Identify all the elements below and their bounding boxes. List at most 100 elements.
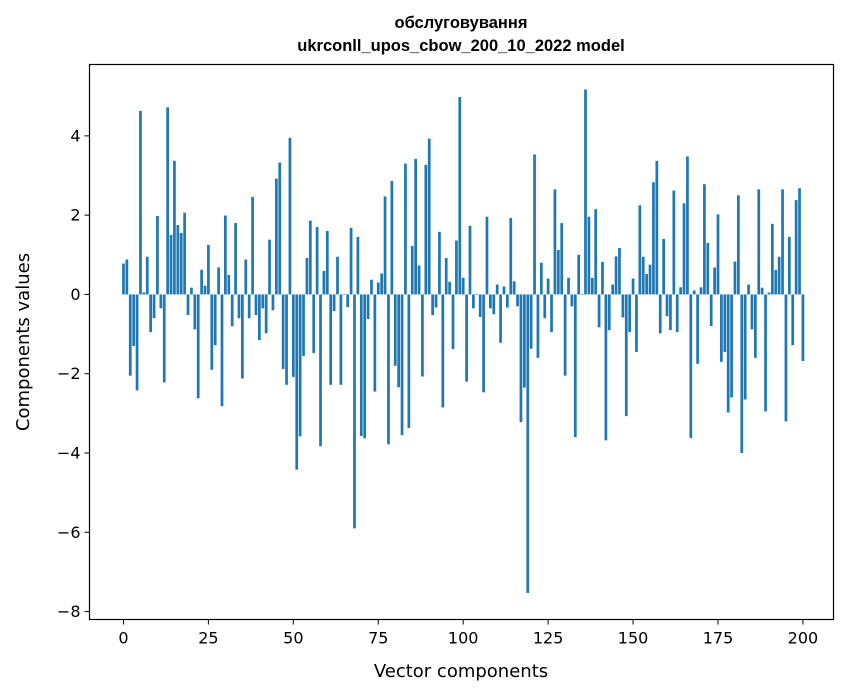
bar — [621, 294, 625, 318]
bar — [349, 227, 353, 295]
bar — [798, 188, 801, 295]
bar — [193, 294, 197, 330]
bar — [716, 214, 720, 295]
x-tick-label: 150 — [618, 629, 649, 648]
bar — [291, 294, 295, 377]
bar — [261, 294, 265, 309]
bar — [387, 294, 390, 445]
bar — [652, 182, 655, 295]
bar — [315, 227, 319, 295]
bar — [356, 236, 360, 295]
bar — [720, 294, 723, 362]
bar — [509, 217, 513, 295]
bar — [346, 294, 350, 308]
bar — [754, 294, 757, 358]
bar — [781, 189, 784, 295]
bar — [278, 162, 282, 295]
bar — [743, 294, 747, 400]
bar — [156, 215, 159, 295]
bar — [210, 294, 214, 370]
bar — [397, 294, 401, 388]
bar — [451, 294, 455, 350]
bar — [560, 223, 564, 295]
bar — [366, 294, 370, 320]
bar — [519, 294, 523, 423]
bar — [526, 294, 530, 593]
bar — [434, 294, 438, 308]
bar — [713, 267, 716, 295]
bar — [485, 216, 489, 295]
bar — [747, 284, 750, 295]
bar — [441, 294, 445, 408]
bar — [492, 294, 496, 315]
bar — [271, 294, 275, 311]
bar — [424, 164, 428, 295]
x-tick-label: 0 — [118, 629, 128, 648]
bar — [536, 294, 540, 358]
bar — [421, 294, 424, 377]
bar — [363, 294, 367, 439]
bar — [655, 160, 659, 295]
bar — [166, 107, 169, 295]
bar — [244, 259, 248, 295]
bar — [353, 294, 356, 529]
bar — [516, 294, 519, 307]
bar — [217, 267, 220, 295]
bar — [611, 284, 615, 295]
bar — [190, 287, 193, 295]
bar — [597, 294, 601, 328]
y-axis-label: Components values — [13, 253, 34, 431]
bar — [726, 294, 730, 413]
bar — [648, 264, 652, 295]
bar — [339, 294, 343, 385]
bar — [359, 294, 363, 436]
bar — [380, 273, 384, 295]
bar — [376, 282, 380, 295]
bar — [132, 294, 136, 346]
bar — [196, 294, 200, 399]
bar — [692, 290, 696, 295]
bar — [325, 231, 329, 295]
bar — [312, 294, 316, 354]
bar — [546, 278, 550, 295]
bar — [295, 294, 299, 470]
bar — [730, 294, 733, 398]
bar — [461, 277, 465, 295]
y-tick-label: −6 — [57, 523, 81, 542]
bar — [274, 178, 278, 295]
bar — [468, 225, 472, 295]
bar — [444, 257, 448, 295]
bar — [641, 256, 645, 295]
bar — [495, 284, 499, 295]
bar — [145, 256, 149, 295]
bar — [227, 275, 231, 295]
bar — [614, 256, 618, 295]
bar — [142, 292, 146, 295]
bar — [404, 163, 407, 295]
bar — [336, 256, 339, 295]
bar — [264, 294, 268, 334]
bar — [550, 294, 553, 333]
bar — [183, 212, 186, 295]
bar — [689, 294, 693, 438]
bar — [410, 246, 414, 295]
bar — [760, 287, 764, 295]
bar — [529, 294, 533, 349]
bar — [220, 294, 224, 407]
bar — [607, 294, 611, 331]
y-tick-label: 2 — [70, 206, 80, 225]
bar — [706, 242, 710, 295]
bar — [213, 294, 217, 346]
bar — [305, 257, 309, 295]
bar — [587, 216, 591, 295]
bar — [176, 225, 180, 295]
bar — [241, 294, 244, 379]
bar — [465, 294, 468, 382]
bar — [635, 294, 638, 352]
bar — [665, 294, 669, 317]
bar — [332, 294, 336, 312]
y-tick-label: −4 — [57, 444, 81, 463]
bar — [570, 294, 574, 307]
bar — [431, 294, 434, 316]
bar — [740, 294, 744, 453]
